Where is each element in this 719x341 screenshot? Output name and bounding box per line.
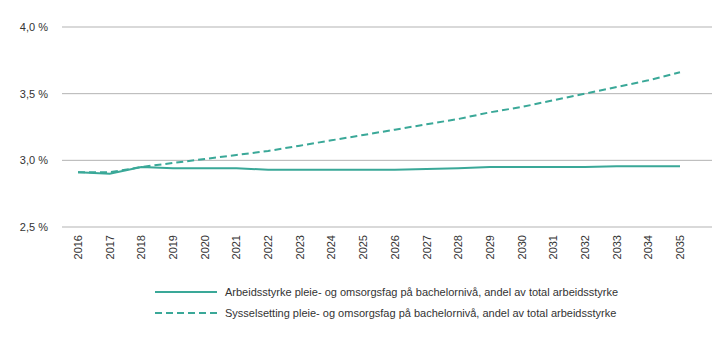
y-tick-label: 2,5 % <box>20 221 48 233</box>
x-tick-label: 2034 <box>642 235 654 259</box>
x-tick-label: 2018 <box>135 235 147 259</box>
y-tick-label: 4,0 % <box>20 21 48 33</box>
series-line <box>78 72 680 172</box>
x-tick-label: 2025 <box>357 235 369 259</box>
x-tick-label: 2016 <box>72 235 84 259</box>
legend-swatch <box>155 291 217 293</box>
grid-line <box>62 160 712 161</box>
x-tick-label: 2028 <box>452 235 464 259</box>
series-line <box>78 166 680 173</box>
grid-line <box>62 93 712 94</box>
x-tick-label: 2035 <box>674 235 686 259</box>
x-tick-label: 2031 <box>547 235 559 259</box>
x-tick-label: 2020 <box>199 235 211 259</box>
x-tick-label: 2033 <box>611 235 623 259</box>
grid-line <box>62 227 712 228</box>
x-tick-label: 2027 <box>421 235 433 259</box>
legend: Arbeidsstyrke pleie- og omsorgsfag på ba… <box>155 286 618 319</box>
x-tick-label: 2030 <box>516 235 528 259</box>
x-tick-label: 2023 <box>294 235 306 259</box>
grid <box>62 27 712 227</box>
grid-line <box>62 27 712 28</box>
x-tick-label: 2026 <box>389 235 401 259</box>
lines <box>78 72 680 173</box>
x-tick-label: 2017 <box>104 235 116 259</box>
y-tick-label: 3,5 % <box>20 88 48 100</box>
x-tick-label: 2032 <box>579 235 591 259</box>
y-tick-label: 3,0 % <box>20 154 48 166</box>
x-tick-label: 2021 <box>230 235 242 259</box>
x-tick-label: 2029 <box>484 235 496 259</box>
legend-swatch <box>155 312 217 314</box>
legend-label: Sysselsetting pleie- og omsorgsfag på ba… <box>225 307 616 319</box>
legend-label: Arbeidsstyrke pleie- og omsorgsfag på ba… <box>225 286 618 298</box>
chart: 2,5 % 3,0 % 3,5 % 4,0 % 2016 2017 2018 2019 2020… <box>0 0 719 341</box>
x-tick-label: 2024 <box>325 235 337 259</box>
x-tick-label: 2022 <box>262 235 274 259</box>
x-tick-label: 2019 <box>167 235 179 259</box>
